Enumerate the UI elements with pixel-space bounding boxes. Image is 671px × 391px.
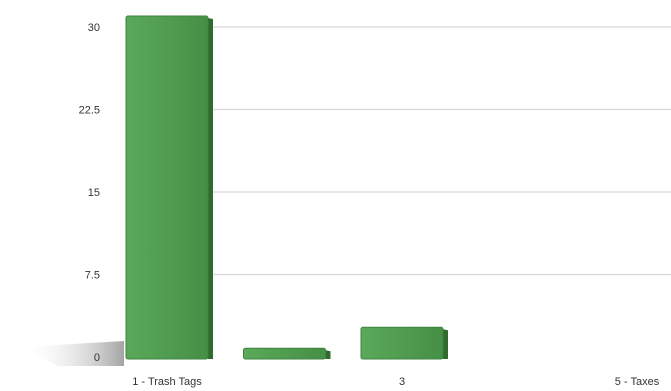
bar (125, 15, 213, 360)
bar-side (325, 350, 331, 359)
y-tick-label: 0 (94, 352, 100, 364)
floor-shadow-shape (22, 341, 124, 366)
bar (360, 326, 448, 360)
bars (125, 15, 448, 360)
floor-shadow (22, 341, 124, 366)
x-tick-label: 3 (399, 376, 405, 388)
bar-front (360, 326, 444, 360)
bar-front (243, 347, 326, 360)
y-tick-label: 7.5 (85, 270, 100, 282)
bar-side (443, 329, 448, 359)
x-tick-label: 5 - Taxes (615, 376, 660, 388)
y-axis-ticks: 0 7.5 15 22.5 30 (79, 22, 100, 364)
x-axis-ticks: 1 - Trash Tags 3 5 - Taxes (132, 376, 659, 388)
gridlines (212, 26, 671, 276)
x-tick-label: 1 - Trash Tags (132, 376, 202, 388)
y-tick-label: 15 (88, 187, 100, 199)
y-tick-label: 22.5 (79, 105, 100, 117)
y-tick-label: 30 (88, 22, 100, 34)
bar-side (208, 18, 213, 359)
bar (243, 347, 331, 360)
bar-front (125, 15, 209, 360)
